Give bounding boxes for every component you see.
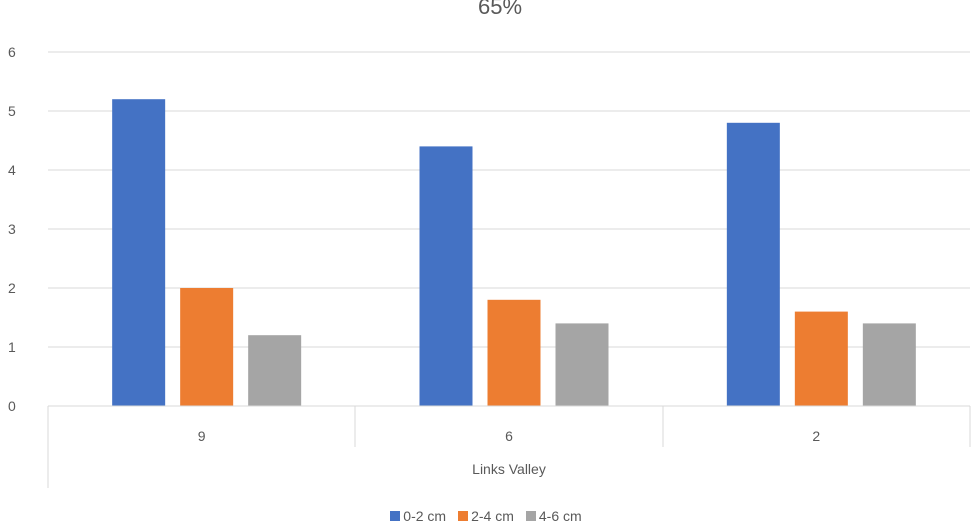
legend-swatch-orange — [458, 511, 469, 521]
bar-2-4cm-6 — [487, 299, 541, 406]
y-tick-label: 6 — [8, 44, 16, 60]
x-tick-label: 2 — [812, 428, 820, 444]
bar-0-2cm-6 — [419, 146, 473, 406]
legend-label: 4-6 cm — [538, 508, 582, 524]
bars — [112, 99, 916, 407]
bar-2-4cm-2 — [794, 311, 848, 406]
bar-0-2cm-2 — [726, 122, 780, 407]
legend-item-0-2cm: 0-2 cm — [390, 508, 446, 524]
x-tick-label: 6 — [505, 428, 513, 444]
bar-2-4cm-9 — [180, 288, 234, 406]
y-tick-label: 5 — [8, 103, 16, 119]
bar-4-6cm-6 — [555, 323, 609, 406]
y-axis-ticks: 0 1 2 3 4 5 6 — [8, 44, 16, 414]
legend-label: 2-4 cm — [471, 508, 514, 524]
chart-title: 65% — [478, 0, 522, 19]
legend-item-2-4cm: 2-4 cm — [458, 508, 514, 524]
y-tick-label: 2 — [8, 280, 16, 296]
x-tick-label: 9 — [198, 428, 206, 444]
legend-item-4-6cm: 4-6 cm — [525, 508, 582, 524]
y-tick-label: 1 — [8, 339, 16, 355]
y-tick-label: 3 — [8, 221, 16, 237]
legend: 0-2 cm 2-4 cm 4-6 cm — [0, 508, 972, 524]
group-label: Links Valley — [472, 461, 546, 477]
bar-4-6cm-9 — [248, 335, 302, 406]
y-tick-label: 4 — [8, 162, 16, 178]
legend-swatch-blue — [390, 511, 401, 521]
legend-label: 0-2 cm — [403, 508, 447, 524]
legend-swatch-gray — [525, 511, 536, 521]
x-axis-labels: 9 6 2 — [198, 428, 821, 444]
bar-4-6cm-2 — [862, 323, 916, 406]
bar-0-2cm-9 — [112, 99, 166, 406]
y-tick-label: 0 — [8, 398, 16, 414]
